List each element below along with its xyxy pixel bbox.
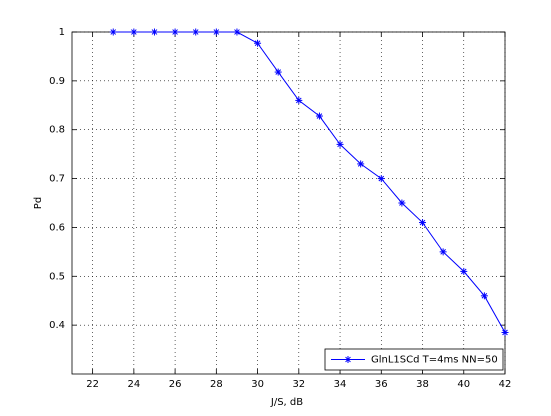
x-tick-label: 26 (169, 379, 182, 390)
x-tick-label: 36 (375, 379, 388, 390)
marker-stroke (296, 97, 302, 104)
data-point (192, 28, 200, 36)
data-point (315, 112, 323, 120)
y-tick-label: 0.7 (49, 174, 65, 185)
marker-stroke (345, 356, 351, 363)
x-tick-label: 32 (292, 379, 305, 390)
x-axis-label: J/S, dB (270, 397, 303, 408)
y-tick-label: 0.4 (49, 320, 65, 331)
data-point (377, 175, 385, 183)
marker-stroke (172, 29, 178, 35)
marker-stroke (419, 219, 426, 226)
x-tick-label: 28 (210, 379, 223, 390)
x-tick-label: 40 (457, 379, 470, 390)
legend-marker (344, 356, 352, 363)
y-axis-label: Pd (33, 197, 44, 209)
legend-box (324, 348, 504, 371)
data-point (130, 28, 138, 36)
y-tick-label: 0.9 (49, 76, 65, 87)
data-point (212, 28, 220, 36)
data-point (109, 28, 117, 36)
marker-stroke (337, 141, 343, 148)
data-point (398, 199, 406, 207)
data-point (480, 292, 488, 300)
marker-stroke (234, 29, 240, 35)
y-tick-label: 1 (59, 27, 65, 38)
x-tick-label: 42 (499, 379, 512, 390)
data-point (419, 219, 427, 227)
y-tick-label: 0.6 (49, 222, 65, 233)
x-tick-label: 34 (334, 379, 347, 390)
data-point (460, 267, 468, 275)
data-point (439, 248, 447, 256)
marker-stroke (213, 29, 220, 35)
axes-box (71, 31, 506, 375)
marker-stroke (460, 268, 467, 275)
data-point (336, 140, 344, 148)
data-point (295, 96, 303, 104)
x-tick-label: 38 (416, 379, 429, 390)
marker-stroke (131, 29, 137, 35)
y-tick-label: 0.5 (49, 271, 65, 282)
marker-stroke (440, 249, 446, 255)
marker-stroke (192, 29, 199, 35)
marker-stroke (151, 29, 158, 35)
marker-stroke (254, 40, 261, 47)
marker-stroke (378, 175, 385, 182)
data-point (254, 39, 262, 47)
marker-stroke (399, 200, 405, 206)
data-point (233, 28, 241, 36)
data-point (171, 28, 179, 36)
legend-label: GlnL1SCd T=4ms NN=50 (371, 355, 498, 366)
marker-stroke (110, 29, 117, 35)
data-point (357, 160, 365, 168)
marker-stroke (357, 161, 364, 167)
marker-stroke (316, 113, 323, 119)
data-point (274, 68, 282, 76)
marker-stroke (502, 329, 508, 336)
plot-area (72, 32, 505, 374)
x-tick-label: 24 (127, 379, 140, 390)
marker-stroke (481, 293, 488, 299)
x-tick-label: 22 (86, 379, 99, 390)
x-tick-label: 30 (251, 379, 264, 390)
data-point (501, 328, 509, 336)
marker-stroke (275, 69, 281, 75)
data-point (150, 28, 158, 36)
y-tick-label: 0.8 (49, 125, 65, 136)
